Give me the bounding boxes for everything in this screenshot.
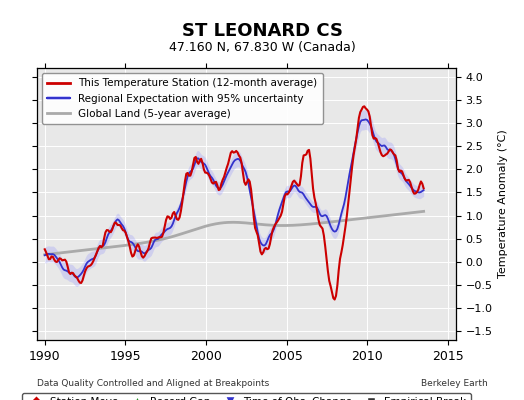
Text: Data Quality Controlled and Aligned at Breakpoints: Data Quality Controlled and Aligned at B… (37, 379, 269, 388)
Legend: Station Move, Record Gap, Time of Obs. Change, Empirical Break: Station Move, Record Gap, Time of Obs. C… (22, 393, 471, 400)
Y-axis label: Temperature Anomaly (°C): Temperature Anomaly (°C) (498, 130, 508, 278)
Text: ST LEONARD CS: ST LEONARD CS (181, 22, 343, 40)
Text: Berkeley Earth: Berkeley Earth (421, 379, 487, 388)
Text: 47.160 N, 67.830 W (Canada): 47.160 N, 67.830 W (Canada) (169, 41, 355, 54)
